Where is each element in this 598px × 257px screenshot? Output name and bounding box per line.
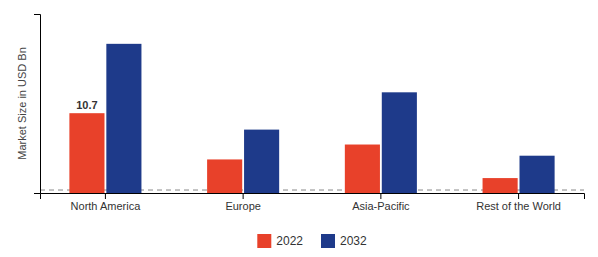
x-tick-label: Europe (225, 200, 260, 212)
bar (69, 113, 104, 193)
bar (483, 178, 518, 193)
x-tick-mark (518, 193, 519, 199)
bar (520, 156, 555, 193)
chart: North America Europe Asia-Pacific Rest of t… (0, 0, 598, 257)
y-axis (34, 15, 41, 194)
bar (345, 145, 380, 193)
marks (40, 44, 584, 193)
y-axis-label: Market Size in USD Bn (16, 47, 28, 159)
x-tick-label: Rest of the World (476, 200, 561, 212)
x-tick-label: Asia-Pacific (352, 200, 410, 212)
bar (382, 92, 417, 193)
bar (207, 159, 242, 193)
bar (244, 130, 279, 193)
x-tick: North America (71, 193, 142, 212)
x-axis-line (41, 194, 585, 200)
x-tick: Asia-Pacific (352, 193, 410, 212)
y-axis-line (34, 15, 41, 194)
plot-area: North America Europe Asia-Pacific Rest of t… (34, 15, 585, 212)
x-tick-mark (105, 193, 106, 199)
x-tick-mark (243, 193, 244, 199)
annotations: 10.7 (76, 99, 97, 111)
legend-label: 2032 (340, 234, 367, 248)
legend-swatch (257, 234, 271, 248)
x-tick-label: North America (71, 200, 142, 212)
x-tick-mark (380, 193, 381, 199)
x-axis: North America Europe Asia-Pacific Rest of t… (41, 193, 585, 212)
annotation: 10.7 (76, 99, 97, 111)
legend-item: 2032 (321, 234, 367, 248)
legend-swatch (321, 234, 335, 248)
legend-item: 2022 (257, 234, 303, 248)
bar-series (106, 44, 554, 193)
legend: 2022 2032 (257, 234, 367, 248)
x-tick: Europe (225, 193, 260, 212)
x-tick: Rest of the World (476, 193, 561, 212)
bar (106, 44, 141, 193)
legend-label: 2022 (276, 234, 303, 248)
